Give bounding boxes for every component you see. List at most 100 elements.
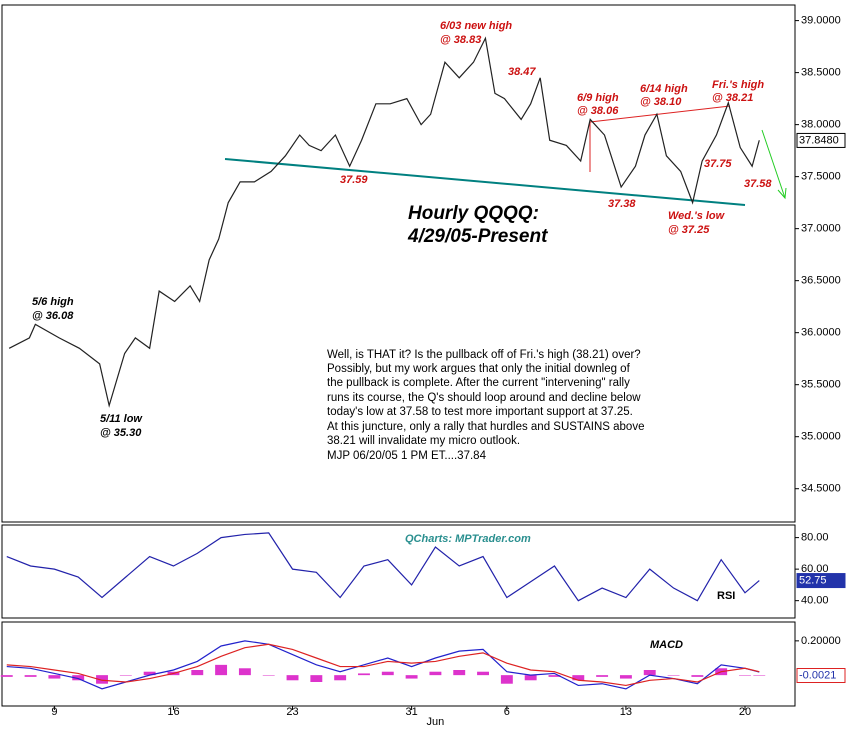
arrow	[761, 129, 786, 199]
support-line	[224, 158, 746, 206]
histogram-bar	[619, 675, 632, 679]
annotation: @ 38.10	[640, 96, 682, 108]
x-tick-label: 23	[286, 706, 298, 718]
x-tick-label: 13	[620, 706, 632, 718]
y-tick-label: 37.5000	[801, 171, 841, 183]
note-line: At this juncture, only a rally that hurd…	[327, 421, 644, 433]
current-value-box	[796, 132, 846, 148]
source: QCharts: MPTrader.com	[405, 533, 531, 545]
note-line: runs its course, the Q's should loop aro…	[327, 392, 641, 404]
histogram-bar	[0, 675, 13, 677]
annotation: @ 36.08	[32, 310, 74, 322]
annotation: 37.38	[608, 198, 636, 210]
annotation: 37.75	[704, 158, 732, 170]
histogram-bar	[572, 675, 585, 681]
histogram-bar	[48, 675, 61, 679]
histogram-bar	[739, 675, 751, 676]
annotation: @ 37.25	[668, 224, 710, 236]
histogram-bar	[24, 675, 37, 677]
histogram-bar	[72, 675, 85, 681]
y-tick-label: 38.5000	[801, 67, 841, 79]
y-tick-label: 60.00	[801, 563, 829, 575]
histogram-bar	[429, 671, 442, 676]
histogram-bar	[191, 670, 204, 676]
y-tick-label: 34.5000	[801, 483, 841, 495]
annotation: 5/11 low	[100, 413, 143, 425]
month-label: Jun	[427, 716, 445, 728]
histogram-bar	[143, 671, 156, 676]
current-value-label: -0.0021	[799, 669, 836, 681]
y-tick-label: 38.0000	[801, 119, 841, 131]
line	[6, 532, 760, 602]
x-tick-label: 31	[405, 706, 417, 718]
note-line: Well, is THAT it? Is the pullback off of…	[327, 349, 641, 361]
histogram-bar	[691, 675, 704, 677]
annotation: 37.58	[744, 178, 772, 190]
annotation: 6/03 new high	[440, 20, 512, 32]
macd-panel	[1, 621, 796, 707]
annotations: 6/03 new high @ 38.83 38.47 6/9 high @ 3…	[32, 20, 772, 439]
panel-label: RSI	[717, 590, 735, 602]
annotation: 38.47	[508, 66, 536, 78]
annotation: Wed.'s low	[668, 210, 726, 222]
note-line: MJP 06/20/05 1 PM ET....37.84	[327, 450, 487, 462]
histogram-bar	[310, 675, 323, 682]
histogram-bar	[667, 675, 680, 676]
x-tick-label: 6	[504, 706, 510, 718]
current-value-box	[796, 573, 846, 589]
chart-title: Hourly QQQQ:	[408, 203, 539, 224]
rsi-panel	[1, 524, 796, 619]
y-tick-label: 37.0000	[801, 223, 841, 235]
y-tick-label: 36.5000	[801, 275, 841, 287]
annotation: 6/9 high	[577, 92, 619, 104]
histogram-bar	[119, 675, 132, 676]
histogram-bar	[453, 670, 466, 676]
x-tick-label: 20	[739, 706, 751, 718]
panel-label: MACD	[650, 639, 683, 651]
y-tick-label: 35.0000	[801, 431, 841, 443]
price-panel	[1, 4, 796, 523]
histogram-bar	[334, 675, 347, 681]
histogram-bar	[477, 671, 489, 676]
histogram-bar	[753, 675, 766, 676]
histogram-bar	[596, 675, 609, 677]
resistance-line	[589, 105, 731, 123]
histogram-bar	[238, 668, 251, 676]
note-line: the pullback is complete. After the curr…	[327, 377, 630, 389]
annotation: 37.59	[340, 174, 368, 186]
line	[6, 640, 760, 690]
note-line: 38.21 will invalidate my micro outlook.	[327, 435, 520, 447]
y-tick-label: 36.0000	[801, 327, 841, 339]
y-tick-label: 40.00	[801, 595, 829, 607]
arrow-head	[777, 187, 787, 200]
x-tick-label: 9	[51, 706, 57, 718]
histogram-bar	[500, 675, 513, 684]
annotation: 6/14 high	[640, 83, 688, 95]
histogram-bar	[358, 673, 370, 676]
current-value-label: 52.75	[799, 574, 827, 586]
x-tick-label: 16	[167, 706, 179, 718]
histogram-bar	[524, 675, 537, 681]
histogram-bar	[96, 675, 108, 684]
annotation: @ 38.83	[440, 34, 481, 46]
note: Well, is THAT it? Is the pullback off of…	[327, 349, 644, 462]
y-tick-label: 80.00	[801, 532, 829, 544]
chart-subtitle: 4/29/05-Present	[407, 226, 548, 247]
histogram-bar	[405, 675, 418, 679]
y-tick-label: 0.20000	[801, 635, 841, 647]
note-line: today's low at 37.58 to test more import…	[327, 406, 633, 418]
histogram-bar	[215, 664, 228, 676]
note-line: Possibly, but my work argues that only t…	[327, 363, 631, 375]
histogram-bar	[262, 675, 275, 676]
annotation: @ 38.06	[577, 105, 619, 117]
annotation: @ 38.21	[712, 92, 753, 104]
histogram-bar	[548, 675, 561, 677]
histogram-bar	[381, 671, 394, 676]
histogram-bar	[286, 675, 299, 681]
line	[8, 36, 760, 408]
current-value-label: 37.8480	[799, 134, 839, 146]
y-tick-label: 35.5000	[801, 379, 841, 391]
line	[6, 643, 760, 687]
current-value-box	[796, 668, 846, 684]
